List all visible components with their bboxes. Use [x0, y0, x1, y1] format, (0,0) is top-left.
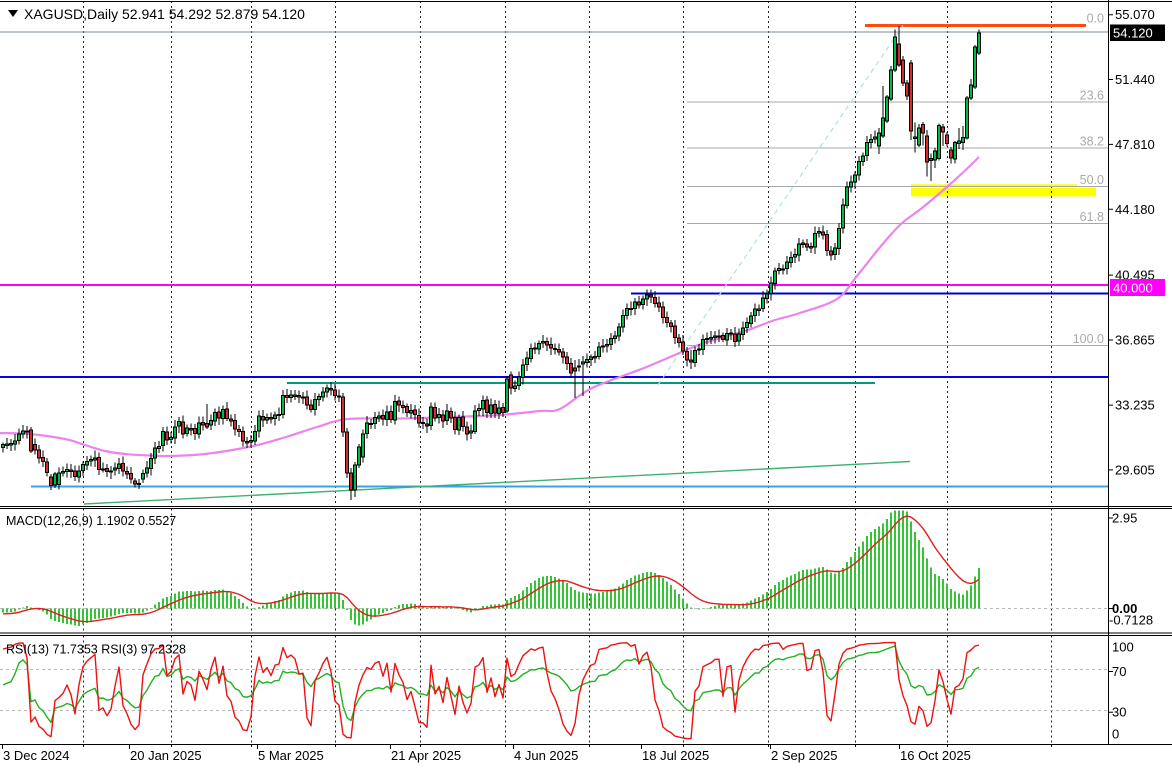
svg-text:54.120: 54.120 — [1113, 26, 1153, 41]
svg-text:23.6: 23.6 — [1080, 89, 1104, 103]
svg-text:4 Jun 2025: 4 Jun 2025 — [514, 748, 578, 763]
svg-text:2 Sep 2025: 2 Sep 2025 — [771, 748, 838, 763]
svg-text:36.865: 36.865 — [1115, 333, 1155, 348]
svg-text:RSI(13) 71.7353 RSI(3) 97.232: RSI(13) 71.7353 RSI(3) 97.2328 — [6, 643, 186, 657]
svg-text:18 Jul 2025: 18 Jul 2025 — [642, 748, 709, 763]
svg-text:100.0: 100.0 — [1073, 332, 1104, 346]
svg-text:-0.7128: -0.7128 — [1109, 613, 1153, 628]
svg-text:16 Oct 2025: 16 Oct 2025 — [900, 748, 971, 763]
svg-text:XAGUSD,Daily 52.941 54.292 52: XAGUSD,Daily 52.941 54.292 52.879 54.120 — [24, 6, 305, 22]
svg-text:40.495: 40.495 — [1115, 268, 1155, 283]
svg-text:51.440: 51.440 — [1115, 72, 1155, 87]
svg-text:3 Dec 2024: 3 Dec 2024 — [3, 748, 70, 763]
svg-text:30: 30 — [1112, 705, 1126, 720]
svg-text:40.000: 40.000 — [1113, 281, 1153, 296]
svg-text:70: 70 — [1112, 664, 1126, 679]
svg-text:0: 0 — [1112, 727, 1119, 742]
svg-text:5 Mar 2025: 5 Mar 2025 — [258, 748, 324, 763]
svg-text:47.810: 47.810 — [1115, 137, 1155, 152]
svg-text:20 Jan 2025: 20 Jan 2025 — [130, 748, 202, 763]
svg-text:55.070: 55.070 — [1115, 7, 1155, 22]
svg-text:2.95: 2.95 — [1112, 511, 1137, 526]
svg-text:100: 100 — [1112, 640, 1134, 655]
svg-text:0.00: 0.00 — [1112, 601, 1137, 616]
svg-text:29.605: 29.605 — [1115, 462, 1155, 477]
svg-text:50.0: 50.0 — [1080, 173, 1104, 187]
svg-text:61.8: 61.8 — [1080, 210, 1104, 224]
svg-text:44.180: 44.180 — [1115, 202, 1155, 217]
svg-text:38.2: 38.2 — [1080, 135, 1104, 149]
svg-text:MACD(12,26,9) 1.1902 0.5527: MACD(12,26,9) 1.1902 0.5527 — [6, 514, 176, 528]
svg-text:0.0: 0.0 — [1087, 12, 1104, 26]
svg-text:21 Apr 2025: 21 Apr 2025 — [391, 748, 461, 763]
svg-text:33.235: 33.235 — [1115, 398, 1155, 413]
